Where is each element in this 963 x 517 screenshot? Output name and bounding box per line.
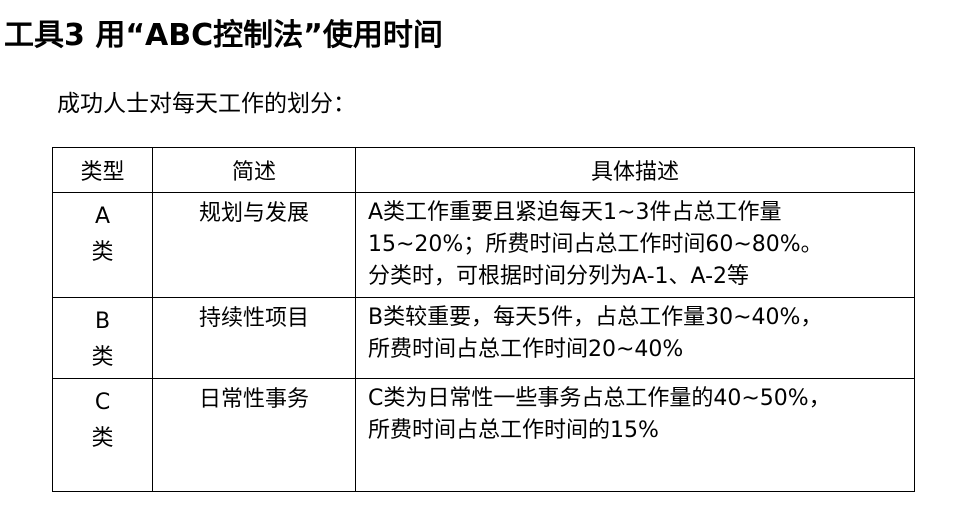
desc-line: 所费时间占总工作时间的15% [368,418,659,443]
header-desc: 具体描述 [355,147,915,193]
type-suffix: 类 [91,345,114,370]
desc-cell: C类为日常性一些事务占总工作量的40~50%， 所费时间占总工作时间的15% [355,378,915,492]
type-letter: C [94,390,111,415]
desc-line: A类工作重要且紧迫每天1~3件占总工作量 [368,200,782,225]
brief-cell: 规划与发展 [152,192,356,298]
type-suffix: 类 [91,240,114,265]
subtitle: 成功人士对每天工作的划分： [57,91,356,117]
table-header: 类型 简述 具体描述 [52,147,915,193]
desc-cell: B类较重要，每天5件，占总工作量30~40%， 所费时间占总工作时间20~40% [355,297,915,379]
brief-cell: 持续性项目 [152,297,356,379]
desc-line: 分类时，可根据时间分列为A-1、A-2等 [368,264,750,289]
desc-line: 15~20%；所费时间占总工作时间60~80%。 [368,232,823,257]
type-suffix: 类 [91,426,114,451]
header-type: 类型 [52,147,153,193]
desc-cell: A类工作重要且紧迫每天1~3件占总工作量 15~20%；所费时间占总工作时间60~… [355,192,915,298]
desc-line: B类较重要，每天5件，占总工作量30~40%， [368,305,823,330]
brief-cell: 日常性事务 [152,378,356,492]
page-title: 工具3 用“ABC控制法”使用时间 [4,18,443,53]
type-letter: B [94,309,111,334]
type-letter: A [94,204,111,229]
desc-line: C类为日常性一些事务占总工作量的40~50%， [368,386,831,411]
header-brief: 简述 [152,147,356,193]
desc-line: 所费时间占总工作时间20~40% [368,337,684,362]
